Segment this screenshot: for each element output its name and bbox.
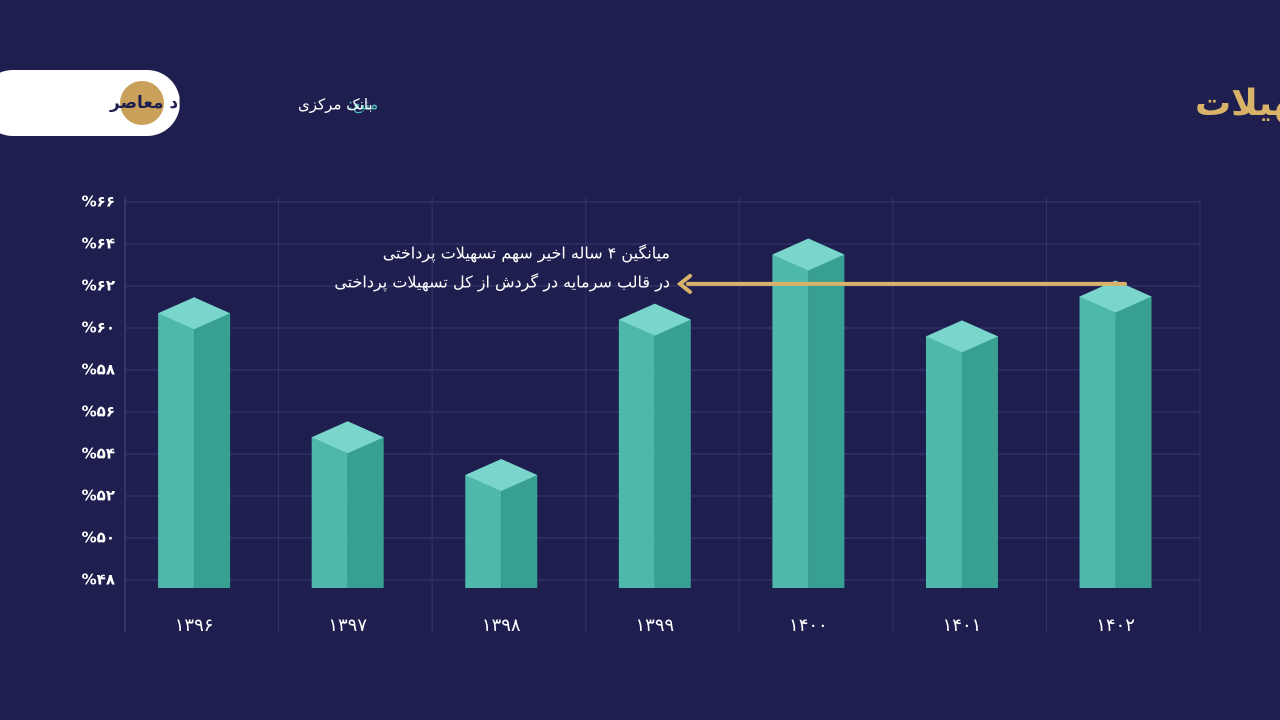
bar — [772, 238, 845, 588]
x-tick-label: ۱۴۰۰ — [789, 615, 828, 636]
bar — [1079, 280, 1152, 588]
chart-title: سهم تسهیلات سرمایه در گردش از کل تسهیلات — [1195, 82, 1280, 124]
source: بانک مرکزی — [298, 96, 373, 114]
bar-top — [311, 421, 384, 454]
y-tick-label: %۵۲ — [82, 487, 115, 505]
logo-icon — [120, 81, 164, 125]
bar — [158, 297, 231, 588]
bar-left-face — [1079, 296, 1116, 588]
bar-right-face — [654, 319, 691, 588]
logo-text: اقتصاد معاصر — [109, 93, 225, 113]
y-tick-label: %۴۸ — [82, 571, 115, 589]
bar-left-face — [772, 254, 809, 588]
bar-left-face — [158, 313, 195, 588]
x-tick-label: ۱۳۹۸ — [482, 615, 521, 636]
bar — [311, 421, 384, 588]
y-tick-label: %۵۶ — [82, 403, 115, 421]
bar-right-face — [1115, 296, 1152, 588]
y-tick-label: %۵۰ — [82, 529, 115, 547]
annotation-text: میانگین ۴ ساله اخیر سهم تسهیلات پرداختی — [383, 244, 670, 264]
bar-right-face — [194, 313, 231, 588]
bar-top — [772, 238, 845, 271]
x-tick-label: ۱۳۹۶ — [175, 615, 214, 636]
bar-top — [1079, 280, 1152, 313]
y-tick-label: %۶۰ — [82, 319, 115, 337]
bar-top — [618, 303, 691, 336]
bar-left-face — [465, 475, 502, 588]
y-tick-label: %۶۲ — [82, 277, 115, 295]
bar-right-face — [808, 254, 845, 588]
x-tick-label: ۱۴۰۲ — [1096, 615, 1135, 636]
x-tick-label: ۱۳۹۷ — [328, 615, 367, 636]
bar — [465, 459, 538, 588]
y-tick-label: %۵۸ — [82, 361, 115, 379]
y-tick-label: %۶۶ — [82, 193, 115, 211]
bar-left-face — [311, 437, 348, 588]
bar-top — [158, 297, 231, 330]
bar-right-face — [501, 475, 538, 588]
x-tick-label: ۱۴۰۱ — [943, 615, 982, 636]
bar — [618, 303, 691, 588]
annotation-text: در قالب سرمایه در گردش از کل تسهیلات پرد… — [334, 273, 670, 293]
y-tick-label: %۶۴ — [82, 235, 115, 253]
bar-left-face — [925, 336, 962, 588]
bar-left-face — [618, 319, 655, 588]
source-label: منبع: — [348, 96, 378, 114]
bar-top — [465, 459, 538, 491]
bar-top — [925, 320, 998, 353]
bar-right-face — [347, 437, 384, 588]
bar — [925, 320, 998, 588]
bar-right-face — [961, 336, 998, 588]
y-tick-label: %۵۴ — [82, 445, 115, 463]
arrow-head — [676, 273, 692, 294]
x-tick-label: ۱۳۹۹ — [635, 615, 674, 636]
